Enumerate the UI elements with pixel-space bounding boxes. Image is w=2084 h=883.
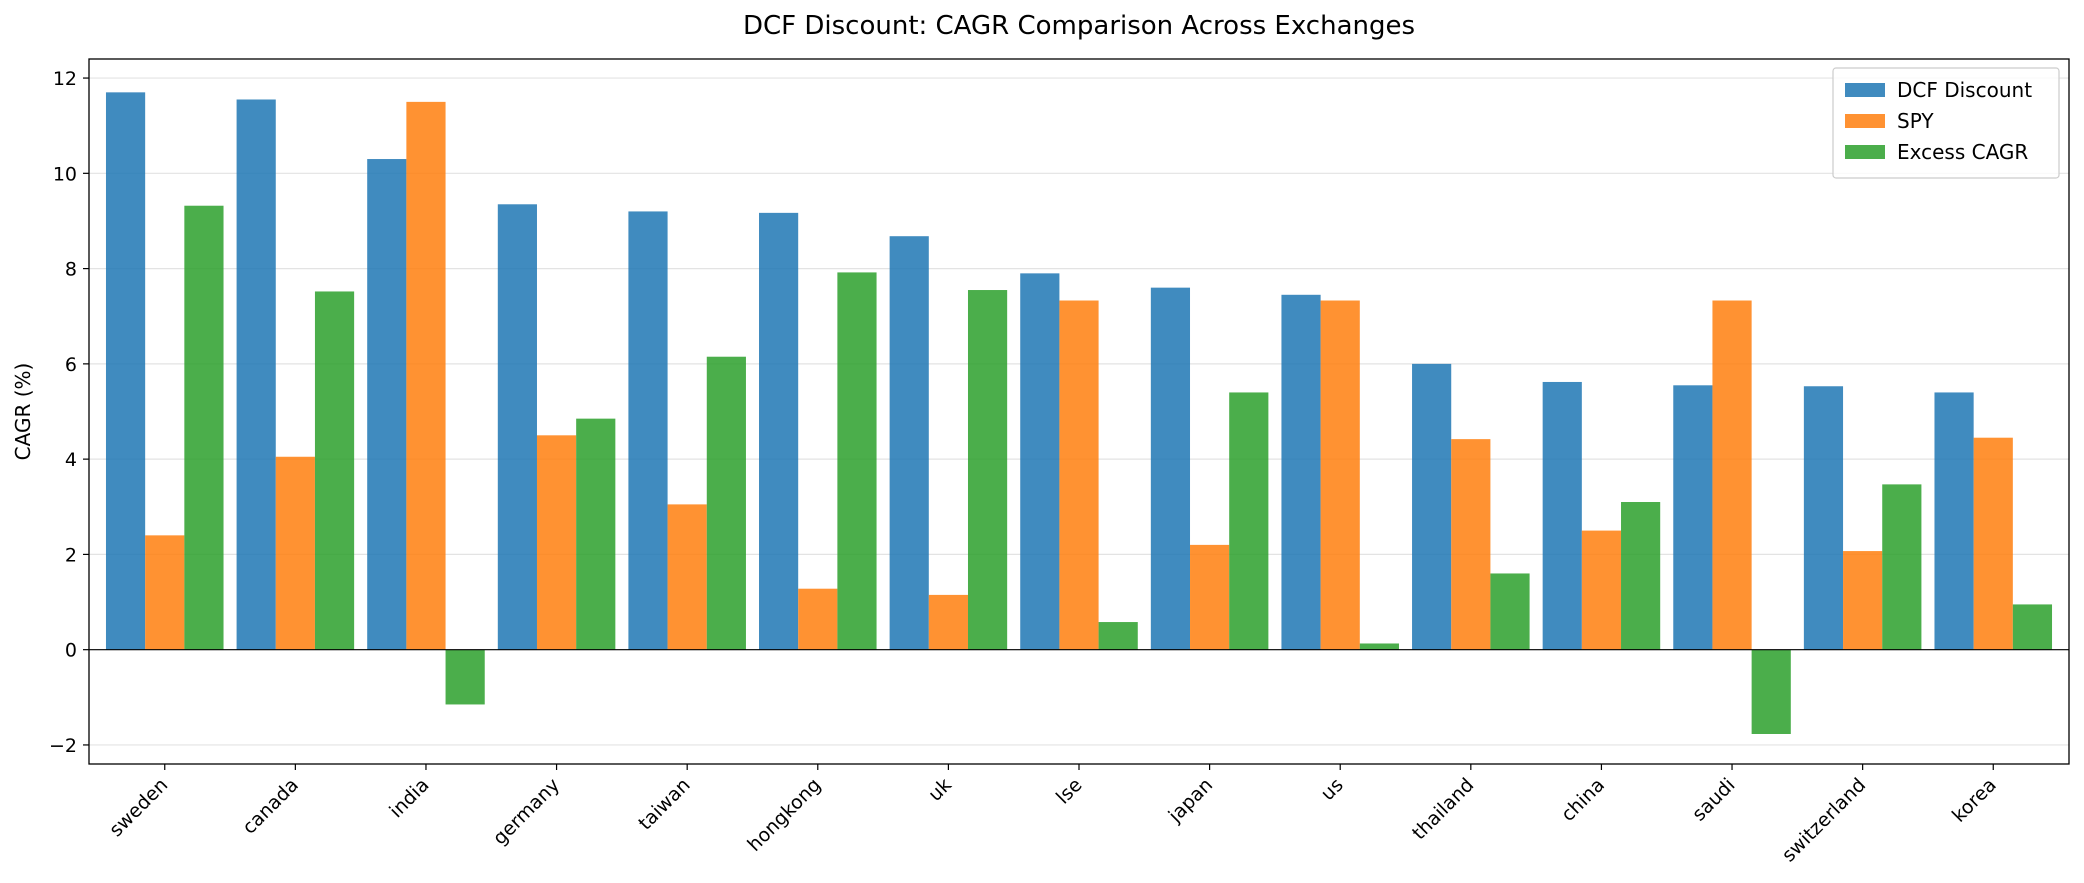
legend-swatch bbox=[1845, 83, 1885, 97]
bar-excess-cagr-india bbox=[445, 649, 485, 705]
bar-dcf-discount-saudi bbox=[1673, 385, 1713, 650]
y-tick-label: −2 bbox=[49, 735, 77, 757]
bar-spy-lse bbox=[1059, 300, 1099, 650]
bar-dcf-discount-hongkong bbox=[759, 212, 799, 650]
bar-dcf-discount-japan bbox=[1150, 287, 1191, 650]
x-tick-label: hongkong bbox=[743, 774, 825, 856]
x-tick-label: saudi bbox=[1688, 774, 1740, 826]
bar-spy-canada bbox=[275, 456, 315, 650]
x-tick-label: china bbox=[1557, 774, 1609, 826]
bar-dcf-discount-germany bbox=[497, 204, 537, 650]
bar-excess-cagr-us bbox=[1359, 643, 1399, 650]
y-tick-label: 0 bbox=[65, 640, 77, 662]
legend-swatch bbox=[1845, 145, 1885, 159]
x-tick-label: canada bbox=[238, 774, 303, 839]
bar-dcf-discount-taiwan bbox=[628, 211, 668, 650]
bar-excess-cagr-china bbox=[1621, 502, 1661, 650]
bar-dcf-discount-thailand bbox=[1412, 363, 1452, 650]
x-tick-label: switzerland bbox=[1778, 774, 1870, 866]
x-tick-label: us bbox=[1317, 774, 1348, 805]
x-tick-label: taiwan bbox=[634, 774, 695, 835]
bars bbox=[105, 92, 2053, 734]
bar-spy-taiwan bbox=[667, 504, 707, 650]
y-axis-label: CAGR (%) bbox=[11, 363, 35, 461]
bar-dcf-discount-switzerland bbox=[1803, 386, 1844, 650]
x-tick-label: lse bbox=[1052, 774, 1087, 809]
y-tick-label: 2 bbox=[65, 544, 77, 566]
bar-dcf-discount-korea bbox=[1934, 392, 1974, 650]
bar-dcf-discount-sweden bbox=[105, 92, 146, 650]
bar-excess-cagr-thailand bbox=[1490, 573, 1530, 650]
x-tick-label: japan bbox=[1164, 774, 1218, 828]
bar-excess-cagr-korea bbox=[2012, 604, 2053, 650]
chart-title: DCF Discount: CAGR Comparison Across Exc… bbox=[743, 11, 1415, 41]
legend-label: Excess CAGR bbox=[1897, 140, 2028, 164]
bar-excess-cagr-canada bbox=[314, 291, 355, 650]
bar-excess-cagr-saudi bbox=[1751, 649, 1791, 734]
legend-swatch bbox=[1845, 114, 1885, 128]
bar-spy-germany bbox=[536, 435, 577, 650]
x-tick-label: uk bbox=[924, 774, 956, 806]
y-tick-label: 12 bbox=[53, 68, 77, 90]
x-tick-label: india bbox=[385, 774, 433, 822]
x-tick-label: korea bbox=[1948, 774, 2001, 827]
legend-label: SPY bbox=[1897, 109, 1934, 133]
y-axis-ticks: −2 0 2 4 6 8 10 12 bbox=[49, 68, 89, 757]
bar-dcf-discount-china bbox=[1542, 381, 1582, 650]
bar-dcf-discount-lse bbox=[1020, 273, 1060, 650]
x-axis-ticks: sweden canada india germany taiwan hongkong uk… bbox=[105, 764, 2001, 866]
bar-spy-us bbox=[1320, 300, 1360, 650]
bar-dcf-discount-india bbox=[367, 159, 407, 650]
bar-spy-uk bbox=[928, 594, 968, 650]
bar-excess-cagr-hongkong bbox=[837, 272, 877, 650]
bar-excess-cagr-taiwan bbox=[706, 356, 746, 650]
legend-label: DCF Discount bbox=[1897, 78, 2032, 102]
x-tick-label: germany bbox=[489, 774, 564, 849]
bar-excess-cagr-lse bbox=[1098, 622, 1138, 650]
bar-dcf-discount-uk bbox=[889, 236, 929, 650]
bar-spy-switzerland bbox=[1843, 551, 1883, 650]
bar-spy-india bbox=[406, 101, 446, 650]
x-tick-label: sweden bbox=[105, 774, 172, 841]
y-tick-label: 4 bbox=[65, 449, 77, 471]
bar-dcf-discount-canada bbox=[236, 99, 276, 650]
legend-box bbox=[1832, 67, 2060, 179]
bar-spy-thailand bbox=[1451, 439, 1491, 650]
legend: DCF Discount SPY Excess CAGR bbox=[1832, 67, 2060, 179]
x-tick-label: thailand bbox=[1408, 774, 1478, 844]
bar-spy-china bbox=[1581, 530, 1622, 650]
bar-excess-cagr-japan bbox=[1229, 392, 1269, 650]
bar-spy-hongkong bbox=[798, 588, 838, 650]
bar-spy-saudi bbox=[1712, 300, 1752, 650]
bar-excess-cagr-sweden bbox=[184, 205, 224, 650]
bar-spy-korea bbox=[1973, 437, 2013, 650]
y-tick-label: 6 bbox=[65, 354, 77, 376]
bar-spy-japan bbox=[1190, 544, 1230, 650]
y-tick-label: 10 bbox=[53, 163, 77, 185]
bar-spy-sweden bbox=[145, 535, 185, 650]
bar-excess-cagr-germany bbox=[576, 418, 616, 650]
bar-dcf-discount-us bbox=[1281, 294, 1321, 650]
bar-excess-cagr-switzerland bbox=[1882, 484, 1922, 650]
legend-items: DCF Discount SPY Excess CAGR bbox=[1845, 78, 2032, 164]
y-tick-label: 8 bbox=[65, 259, 77, 281]
bar-excess-cagr-uk bbox=[967, 290, 1008, 650]
